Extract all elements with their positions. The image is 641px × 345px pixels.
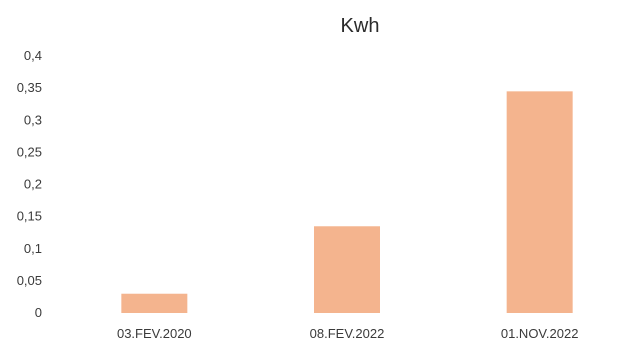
x-axis: 03.FEV.2020 08.FEV.2022 01.NOV.2022	[117, 326, 579, 341]
y-tick-label: 0,3	[24, 112, 42, 127]
bar	[121, 293, 188, 313]
y-tick-label: 0,05	[17, 273, 42, 288]
chart-title: Kwh	[341, 15, 380, 37]
y-tick-label: 0,4	[24, 48, 42, 63]
bar	[314, 226, 380, 313]
y-axis: 0 0,05 0,1 0,15 0,2 0,25 0,3 0,35 0,4	[17, 48, 42, 320]
x-tick-label: 01.NOV.2022	[501, 326, 579, 340]
x-tick-label: 08.FEV.2022	[310, 326, 385, 340]
y-tick-label: 0,35	[17, 80, 42, 95]
y-tick-label: 0,25	[17, 144, 42, 159]
y-tick-label: 0,1	[24, 241, 42, 256]
y-tick-label: 0	[35, 305, 42, 320]
y-tick-label: 0,15	[17, 209, 42, 224]
y-tick-label: 0,2	[24, 177, 42, 192]
bar	[506, 91, 573, 314]
bars	[121, 91, 573, 314]
x-tick-label: 03.FEV.2020	[117, 326, 192, 340]
